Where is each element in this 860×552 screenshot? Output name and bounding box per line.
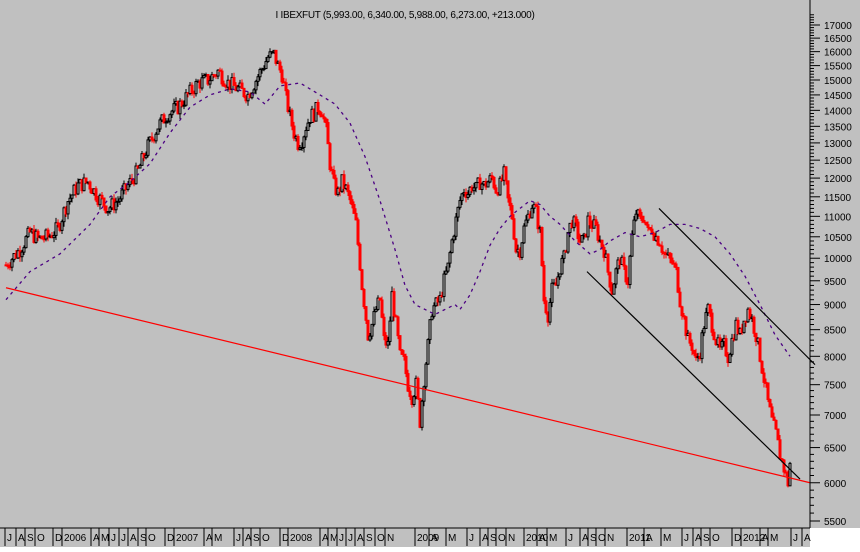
x-tick-label: S: [703, 533, 710, 544]
x-tick-label: 2012: [743, 533, 766, 544]
x-tick-label: 2007: [176, 533, 199, 544]
y-tick-label: 16500: [824, 34, 852, 45]
x-tick-label: S: [590, 533, 597, 544]
y-tick-label: 10000: [824, 254, 852, 265]
x-tick-label: A: [206, 533, 213, 544]
x-tick-label: A: [130, 533, 137, 544]
x-tick-label: 2011: [629, 533, 651, 544]
plot-area: [4, 48, 816, 488]
x-tick-label: S: [140, 533, 147, 544]
x-tick-label: J: [469, 533, 474, 544]
upper-channel-line: [658, 207, 816, 366]
x-tick-label: S: [253, 533, 260, 544]
x-tick-label: J: [339, 533, 344, 544]
x-tick-label: M: [549, 533, 557, 544]
x-tick-label: M: [448, 533, 456, 544]
y-tick-label: 8500: [824, 326, 847, 337]
y-tick-label: 15500: [824, 62, 852, 73]
y-tick-label: 12500: [824, 156, 852, 167]
x-tick-label: A: [539, 533, 546, 544]
x-tick-label: O: [498, 533, 506, 544]
x-tick-label: S: [490, 533, 497, 544]
x-tick-label: A: [93, 533, 100, 544]
x-tick-label: S: [366, 533, 373, 544]
y-tick-label: 13500: [824, 122, 852, 133]
y-tick-label: 14000: [824, 106, 852, 117]
y-tick-label: 9000: [824, 301, 847, 312]
x-tick-label: O: [262, 533, 270, 544]
x-tick-label: 2008: [290, 533, 313, 544]
x-tick-label: D: [55, 533, 62, 544]
x-tick-label: J: [348, 533, 353, 544]
x-tick-label: J: [7, 533, 12, 544]
x-tick-label: A: [482, 533, 489, 544]
x-tick-label: J: [568, 533, 573, 544]
y-tick-label: 6000: [824, 479, 847, 490]
x-tick-label: S: [27, 533, 34, 544]
y-axis: 17000 16500 16000 15500 15000 14500 14000 13500…: [810, 14, 852, 528]
x-tick-label: D: [734, 533, 741, 544]
x-axis: J A S O D 2006 A M J J A S O D 2007 A M J A S O D 2008 A M J J A S O N…: [4, 528, 811, 546]
x-tick-label: N: [508, 533, 515, 544]
x-tick-label: A: [582, 533, 589, 544]
x-tick-label: N: [387, 533, 394, 544]
y-tick-label: 11000: [824, 212, 852, 223]
x-tick-label: J: [111, 533, 116, 544]
x-tick-label: N: [607, 533, 614, 544]
x-tick-label: M: [101, 533, 109, 544]
chart-title: I IBEXFUT (5,993.00, 6,340.00, 5,988.00,…: [275, 10, 535, 21]
x-tick-label: J: [121, 533, 126, 544]
x-tick-label: O: [712, 533, 720, 544]
x-tick-label: O: [148, 533, 156, 544]
x-tick-label: M: [770, 533, 778, 544]
x-tick-label: A: [322, 533, 329, 544]
plot-background: [0, 0, 860, 528]
x-tick-label: J: [793, 533, 798, 544]
x-tick-label: A: [695, 533, 702, 544]
y-tick-label: 12000: [824, 174, 852, 185]
x-tick-label: M: [663, 533, 671, 544]
moving-average-line: [5, 82, 791, 357]
x-tick-label: A: [18, 533, 25, 544]
x-tick-label: J: [236, 533, 241, 544]
y-tick-label: 8000: [824, 352, 847, 363]
y-tick-label: 13000: [824, 139, 852, 150]
x-tick-label: O: [598, 533, 606, 544]
y-tick-label: 11500: [824, 193, 852, 204]
x-axis-background: [0, 528, 810, 547]
lower-channel-line: [586, 271, 801, 480]
x-tick-label: A: [357, 533, 364, 544]
x-tick-label: A: [431, 533, 438, 544]
x-tick-label: O: [377, 533, 385, 544]
y-tick-label: 14500: [824, 91, 852, 102]
x-tick-label: D: [282, 533, 289, 544]
x-tick-label: A: [646, 533, 653, 544]
x-tick-label: D: [167, 533, 174, 544]
x-tick-label: A: [804, 533, 811, 544]
y-tick-label: 9500: [824, 277, 847, 288]
x-tick-label: 2009: [417, 533, 440, 544]
y-tick-label: 15000: [824, 76, 852, 87]
x-tick-label: 2006: [64, 533, 87, 544]
y-tick-label: 6500: [824, 444, 847, 455]
y-tick-label: 16000: [824, 48, 852, 59]
y-tick-label: 7500: [824, 381, 847, 392]
y-tick-label: 17000: [824, 21, 852, 32]
x-tick-label: M: [214, 533, 222, 544]
x-tick-label: A: [245, 533, 252, 544]
x-tick-label: A: [762, 533, 769, 544]
x-tick-label: O: [37, 533, 45, 544]
y-tick-label: 10500: [824, 233, 852, 244]
x-tick-label: M: [330, 533, 338, 544]
y-tick-label: 7000: [824, 411, 847, 422]
support-trendline: [5, 287, 811, 484]
y-tick-label: 5500: [824, 517, 847, 528]
x-tick-label: J: [684, 533, 689, 544]
